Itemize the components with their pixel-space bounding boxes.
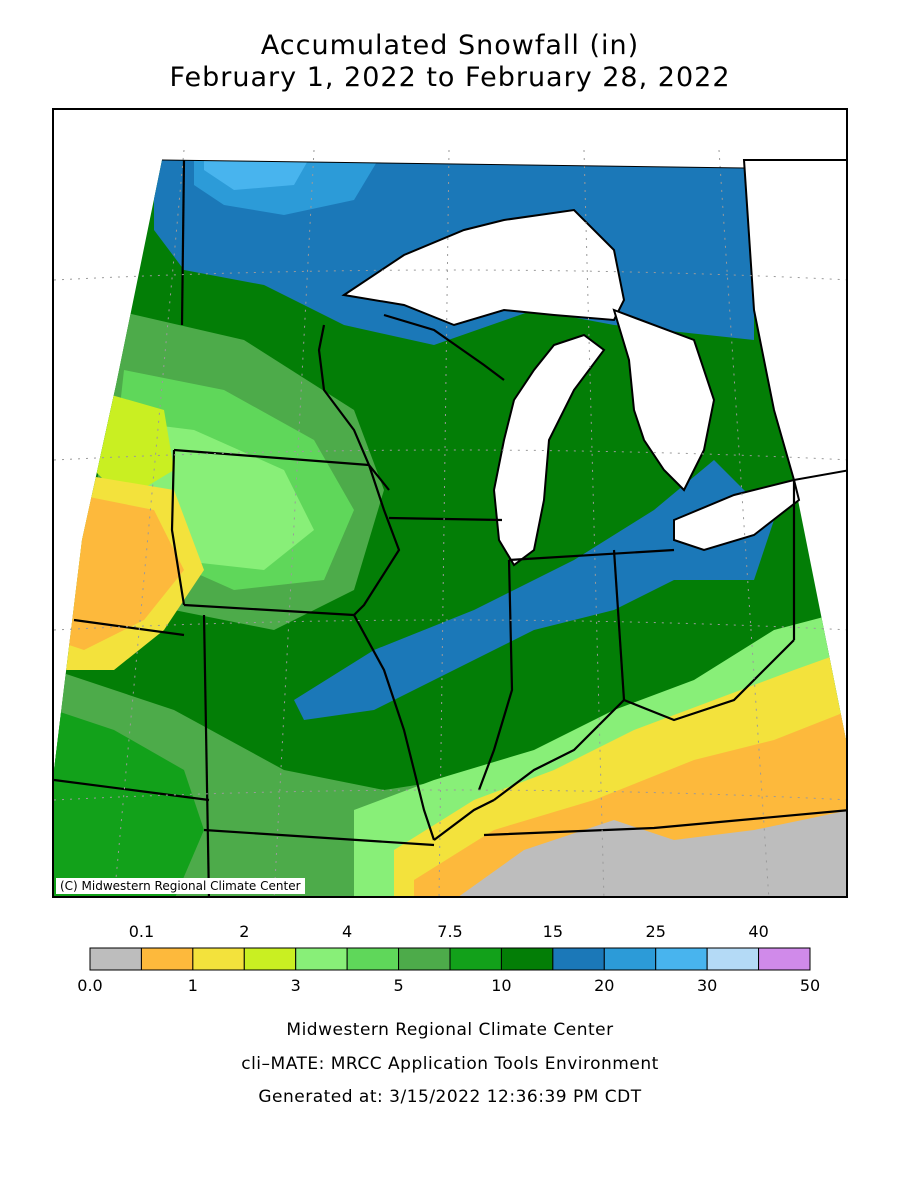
il-mo-border bbox=[353, 614, 436, 841]
legend-top-label: 40 bbox=[748, 922, 769, 941]
mn-sd-ia-border bbox=[173, 448, 370, 467]
legend-swatch bbox=[192, 947, 245, 971]
credit-tool: cli–MATE: MRCC Application Tools Environ… bbox=[241, 1054, 659, 1074]
ne-sd-border bbox=[73, 618, 185, 637]
region-edge bbox=[161, 159, 745, 169]
ia-mo-border bbox=[183, 603, 355, 617]
copyright-label: (C) Midwestern Regional Climate Center bbox=[56, 878, 305, 894]
legend-bottom-label: 5 bbox=[393, 976, 404, 995]
mi-oh-in-border bbox=[508, 548, 675, 562]
ia-sd-border bbox=[170, 449, 186, 606]
legend-top-label: 2 bbox=[239, 922, 250, 941]
legend-swatch bbox=[655, 947, 708, 971]
legend-top-label: 25 bbox=[645, 922, 666, 941]
ky-tn-border bbox=[483, 809, 846, 837]
lake-erie bbox=[673, 478, 801, 552]
mn-nd-border bbox=[180, 159, 186, 326]
ia-il-border bbox=[353, 464, 401, 616]
legend-swatch bbox=[449, 947, 502, 971]
lake-huron bbox=[612, 308, 716, 492]
legend-swatch bbox=[706, 947, 760, 971]
il-ky-border bbox=[433, 799, 495, 841]
state-boundaries bbox=[54, 159, 846, 896]
map-subtitle-date-range: February 1, 2022 to February 28, 2022 bbox=[169, 62, 731, 93]
legend-top-label: 0.1 bbox=[128, 922, 155, 941]
lake-superior bbox=[341, 208, 626, 327]
credit-generated: Generated at: 3/15/2022 12:36:39 PM CDT bbox=[258, 1087, 642, 1107]
legend-top-label: 15 bbox=[542, 922, 564, 941]
mn-wi-border bbox=[317, 324, 390, 491]
lake-michigan bbox=[492, 333, 606, 567]
legend-bottom-label: 50 bbox=[799, 976, 821, 995]
credit-organization: Midwestern Regional Climate Center bbox=[286, 1020, 614, 1040]
legend-swatch bbox=[500, 947, 554, 971]
in-oh-border bbox=[612, 549, 626, 701]
legend-swatch bbox=[295, 947, 348, 971]
wi-il-border bbox=[388, 516, 503, 522]
snowfall-map: (C) Midwestern Regional Climate Center bbox=[52, 108, 848, 898]
legend-bottom-label: 1 bbox=[187, 976, 198, 995]
wi-mi-border bbox=[383, 313, 505, 381]
legend-bottom-label: 20 bbox=[594, 976, 615, 995]
legend-bottom-label: 0.0 bbox=[77, 976, 103, 995]
il-in-border bbox=[477, 559, 514, 791]
legend-swatch bbox=[552, 947, 605, 971]
in-ky-border bbox=[493, 699, 625, 801]
mo-ar-border bbox=[203, 828, 435, 847]
ne-ks-border bbox=[54, 778, 210, 802]
snowfall-map-graphic bbox=[54, 149, 846, 896]
legend-top-label: 7.5 bbox=[437, 922, 463, 941]
great-lakes bbox=[341, 159, 846, 567]
legend-swatch bbox=[398, 947, 451, 971]
legend-bottom-label: 30 bbox=[696, 976, 718, 995]
oh-ky-wv-border bbox=[623, 639, 795, 722]
legend-swatch bbox=[243, 947, 297, 971]
legend-top-label: 4 bbox=[342, 922, 353, 941]
legend-swatch bbox=[140, 947, 194, 971]
legend-swatch bbox=[758, 947, 811, 971]
legend-swatch bbox=[346, 947, 400, 971]
map-title: Accumulated Snowfall (in) bbox=[260, 30, 640, 61]
legend-swatch bbox=[89, 947, 142, 971]
legend-bottom-label: 10 bbox=[491, 976, 512, 995]
legend-swatch bbox=[603, 947, 657, 971]
ks-mo-border bbox=[202, 614, 211, 896]
legend-bottom-label: 3 bbox=[290, 976, 301, 995]
graticule bbox=[54, 149, 846, 896]
